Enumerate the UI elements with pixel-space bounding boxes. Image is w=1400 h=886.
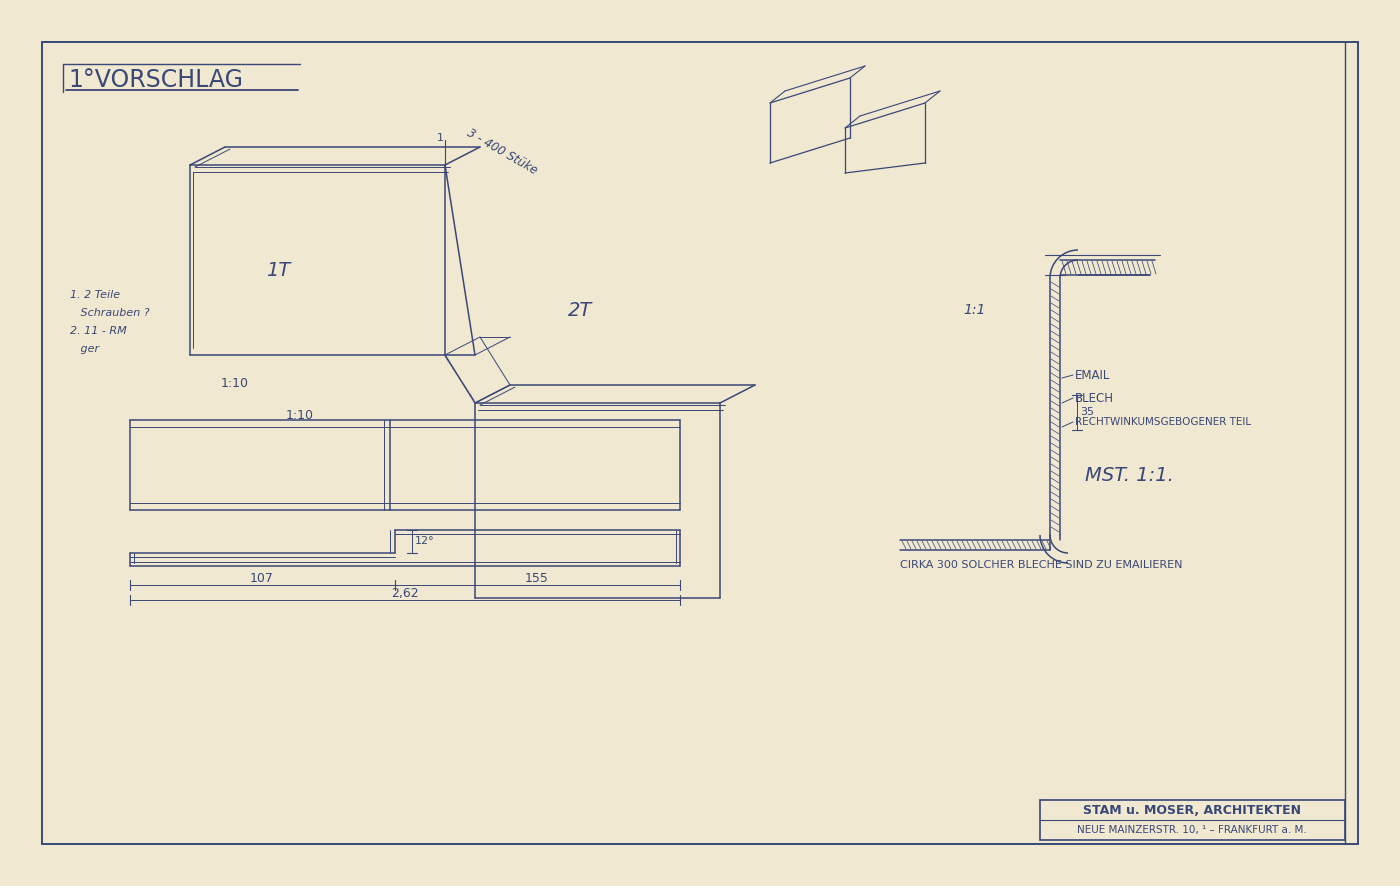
Text: 1:10: 1:10 <box>221 377 249 390</box>
Text: ger: ger <box>70 344 99 354</box>
Text: MST. 1:1.: MST. 1:1. <box>1085 465 1173 485</box>
Text: EMAIL: EMAIL <box>1075 369 1110 382</box>
Text: NEUE MAINZERSTR. 10, ¹ – FRANKFURT a. M.: NEUE MAINZERSTR. 10, ¹ – FRANKFURT a. M. <box>1077 825 1306 835</box>
Text: 35: 35 <box>1079 407 1093 417</box>
Text: Schrauben ?: Schrauben ? <box>70 308 150 318</box>
Text: 3 - 400 Stüke: 3 - 400 Stüke <box>465 127 540 177</box>
Text: 2,62: 2,62 <box>391 587 419 600</box>
Text: 12°: 12° <box>414 536 434 546</box>
Text: 1T: 1T <box>266 260 290 279</box>
Text: 107: 107 <box>251 571 274 585</box>
Text: 1: 1 <box>437 133 444 143</box>
Text: 155: 155 <box>525 571 549 585</box>
Text: 1:10: 1:10 <box>286 408 314 422</box>
Text: RECHTWINKUMSGEBOGENER TEIL: RECHTWINKUMSGEBOGENER TEIL <box>1075 417 1252 427</box>
Text: BLECH: BLECH <box>1075 392 1114 405</box>
Text: STAM u. MOSER, ARCHITEKTEN: STAM u. MOSER, ARCHITEKTEN <box>1084 804 1301 817</box>
Text: 1. 2 Teile: 1. 2 Teile <box>70 290 120 300</box>
Text: 1:1: 1:1 <box>963 303 986 317</box>
Text: CIRKA 300 SOLCHER BLECHE SIND ZU EMAILIEREN: CIRKA 300 SOLCHER BLECHE SIND ZU EMAILIE… <box>900 560 1183 570</box>
Text: 2. 11 - RM: 2. 11 - RM <box>70 326 127 336</box>
Text: 1°VORSCHLAG: 1°VORSCHLAG <box>69 68 244 92</box>
Text: 2T: 2T <box>568 300 592 320</box>
